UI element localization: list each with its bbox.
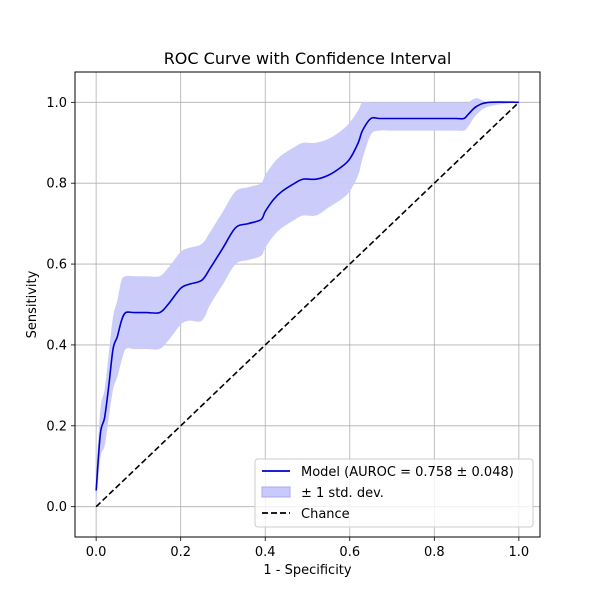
legend-band-label: ± 1 std. dev.	[301, 486, 384, 501]
x-tick-label: 0.8	[424, 545, 445, 560]
x-tick-label: 0.0	[86, 545, 107, 560]
y-tick-label: 0.8	[46, 177, 67, 192]
y-tick-label: 1.0	[46, 96, 67, 111]
y-tick-label: 0.2	[46, 419, 67, 434]
x-axis-label: 1 - Specificity	[263, 563, 352, 578]
legend-band-swatch	[261, 486, 291, 498]
y-tick-label: 0.4	[46, 338, 67, 353]
chance-line	[95, 101, 520, 508]
y-axis-label: Sensitivity	[25, 270, 40, 338]
series-line-layer	[95, 101, 520, 508]
legend-box	[254, 458, 534, 528]
x-tick-label: 1.0	[509, 545, 530, 560]
legend-model-label: Model (AUROC = 0.758 ± 0.048)	[301, 465, 514, 480]
x-tick-label: 0.4	[255, 545, 276, 560]
y-tick-label: 0.6	[46, 258, 67, 273]
x-tick-label: 0.2	[170, 545, 191, 560]
model-roc-line	[95, 101, 519, 491]
confidence-band	[96, 98, 519, 507]
chart-title: ROC Curve with Confidence Interval	[164, 49, 452, 68]
confidence-band-layer	[96, 98, 519, 507]
plot-area-frame	[74, 71, 541, 538]
x-tick-label: 0.6	[339, 545, 360, 560]
legend: Model (AUROC = 0.758 ± 0.048) ± 1 std. d…	[254, 458, 534, 528]
axis-ticks: 0.0 0.2 0.4 0.6 0.8 1.0 0.0 0.2 0.4 0.6 0.8 1.0	[46, 96, 529, 560]
y-tick-label: 0.0	[46, 500, 67, 515]
legend-chance-label: Chance	[301, 507, 350, 522]
